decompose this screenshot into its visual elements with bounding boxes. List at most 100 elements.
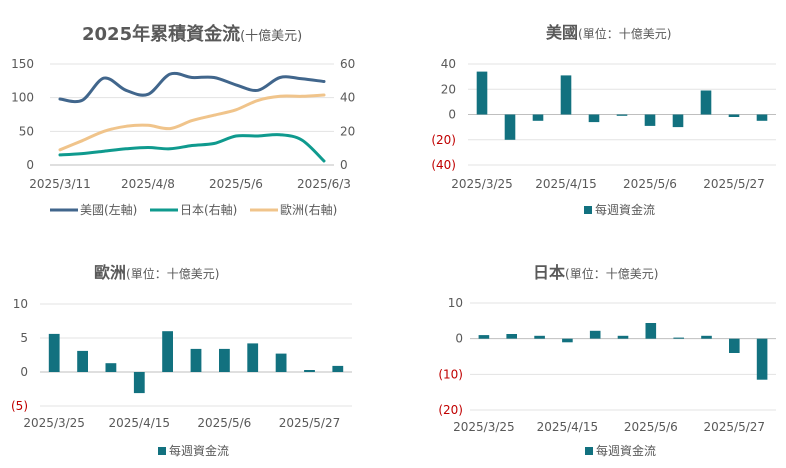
japan-y-axis-ticks: 10 0 (10) (20) — [438, 296, 463, 417]
japan-weekly-flow-chart: 日本(單位：十億美元) 10 0 (10) (20) 2025/3/25 2025/4/… — [438, 263, 776, 458]
bar — [588, 114, 600, 123]
bar — [506, 334, 517, 339]
legend-label: 歐洲(右軸) — [280, 202, 337, 217]
x-axis-tick-label: 2025/3/25 — [451, 177, 513, 191]
x-axis-tick-label: 2025/4/15 — [535, 177, 597, 191]
bar — [133, 372, 145, 394]
bar — [219, 348, 230, 372]
europe-x-axis-ticks: 2025/3/25 2025/4/15 2025/5/6 2025/5/27 — [23, 416, 340, 430]
right-axis-tick-label: 40 — [340, 91, 355, 105]
x-axis-tick-label: 2025/5/6 — [623, 177, 677, 191]
bar — [162, 331, 173, 372]
legend-label: 每週資金流 — [169, 443, 229, 458]
europe-y-axis-ticks: 10 5 0 (5) — [11, 297, 28, 413]
legend-label: 每週資金流 — [596, 443, 656, 458]
bar — [560, 75, 572, 115]
cumulative-left-axis-ticks: 0 50 100 150 — [11, 57, 34, 172]
y-axis-tick-label: (20) — [438, 403, 463, 417]
us-chart-title: 美國(單位：十億美元) — [546, 23, 671, 42]
right-axis-tick-label: 20 — [340, 124, 355, 138]
x-axis-tick-label: 2025/4/8 — [121, 177, 175, 191]
y-axis-tick-label: 0 — [20, 365, 28, 379]
left-axis-tick-label: 100 — [11, 91, 34, 105]
legend-label: 美國(左軸) — [80, 202, 137, 217]
bar — [332, 365, 344, 372]
bar — [77, 350, 88, 372]
x-axis-tick-label: 2025/3/25 — [453, 420, 515, 434]
bar — [532, 114, 544, 121]
bar — [756, 338, 768, 380]
bar — [673, 337, 684, 339]
bar — [729, 338, 740, 353]
y-axis-tick-label: 40 — [441, 57, 456, 71]
x-axis-tick-label: 2025/5/6 — [197, 416, 251, 430]
cumulative-flow-chart: 2025年累積資金流(十億美元) 0 50 100 150 0 20 40 60 2025/… — [11, 23, 355, 217]
bar — [275, 353, 287, 372]
europe-chart-title: 歐洲(單位：十億美元) — [94, 263, 219, 282]
us-gridlines — [468, 63, 776, 166]
bar — [616, 114, 628, 116]
us-x-axis-ticks: 2025/3/25 2025/4/15 2025/5/6 2025/5/27 — [451, 177, 765, 191]
bar — [700, 90, 712, 115]
right-axis-tick-label: 60 — [340, 57, 355, 71]
x-axis-tick-label: 2025/5/6 — [209, 177, 263, 191]
cumulative-legend: 美國(左軸) 日本(右軸) 歐洲(右軸) — [50, 202, 337, 217]
y-axis-tick-label: 0 — [455, 332, 463, 346]
x-axis-tick-label: 2025/4/15 — [537, 420, 599, 434]
bar — [534, 335, 545, 339]
japan-legend: 每週資金流 — [585, 443, 656, 458]
x-axis-tick-label: 2025/5/6 — [624, 420, 678, 434]
legend-swatch — [585, 447, 593, 455]
europe-legend: 每週資金流 — [158, 443, 229, 458]
cumulative-gridlines — [50, 63, 334, 166]
x-axis-tick-label: 2025/5/27 — [279, 416, 341, 430]
legend-swatch — [158, 447, 166, 455]
japan-bars — [478, 323, 768, 380]
x-axis-tick-label: 2025/3/25 — [23, 416, 85, 430]
series-line-1 — [58, 133, 326, 163]
y-axis-tick-label: 10 — [13, 297, 28, 311]
europe-bars — [48, 331, 344, 394]
bar — [504, 114, 516, 140]
bar — [105, 363, 117, 372]
y-axis-tick-label: 20 — [441, 82, 456, 96]
left-axis-tick-label: 0 — [26, 158, 34, 172]
x-axis-tick-label: 2025/6/3 — [297, 177, 351, 191]
us-y-axis-ticks: 40 20 0 (20) (40) — [431, 57, 456, 172]
bar — [562, 338, 573, 343]
us-weekly-flow-chart: 美國(單位：十億美元) 40 20 0 (20) (40) 2025/3/25 2025/… — [431, 23, 776, 217]
japan-gridlines — [470, 302, 776, 411]
y-axis-tick-label: (40) — [431, 158, 456, 172]
legend-label: 日本(右軸) — [180, 202, 237, 217]
cumulative-series-lines — [58, 71, 326, 163]
legend-swatch — [584, 206, 592, 214]
series-line-2 — [58, 93, 326, 152]
bar — [476, 71, 488, 115]
bar — [728, 114, 740, 117]
bar — [304, 370, 315, 372]
bar — [672, 114, 684, 128]
y-axis-tick-label: 10 — [448, 296, 463, 310]
bar — [756, 114, 768, 121]
left-axis-tick-label: 50 — [19, 124, 34, 138]
series-line-0 — [58, 71, 326, 104]
left-axis-tick-label: 150 — [11, 57, 34, 71]
us-legend: 每週資金流 — [584, 202, 655, 217]
y-axis-tick-label: 5 — [20, 331, 28, 345]
x-axis-tick-label: 2025/3/11 — [29, 177, 91, 191]
bar — [48, 333, 60, 372]
y-axis-tick-label: (20) — [431, 133, 456, 147]
bar — [645, 323, 657, 339]
y-axis-tick-label: (10) — [438, 367, 463, 381]
right-axis-tick-label: 0 — [340, 158, 348, 172]
japan-x-axis-ticks: 2025/3/25 2025/4/15 2025/5/6 2025/5/27 — [453, 420, 765, 434]
us-bars — [476, 71, 768, 140]
bar — [247, 343, 259, 372]
bar — [617, 335, 629, 339]
y-axis-tick-label: 0 — [448, 108, 456, 122]
bar — [478, 335, 490, 339]
cumulative-chart-title: 2025年累積資金流(十億美元) — [82, 23, 302, 45]
